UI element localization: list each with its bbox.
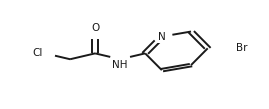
Text: N: N — [158, 32, 166, 42]
Text: O: O — [91, 23, 99, 33]
Text: Br: Br — [236, 43, 247, 53]
Text: NH: NH — [112, 60, 128, 70]
Text: Cl: Cl — [33, 48, 43, 58]
